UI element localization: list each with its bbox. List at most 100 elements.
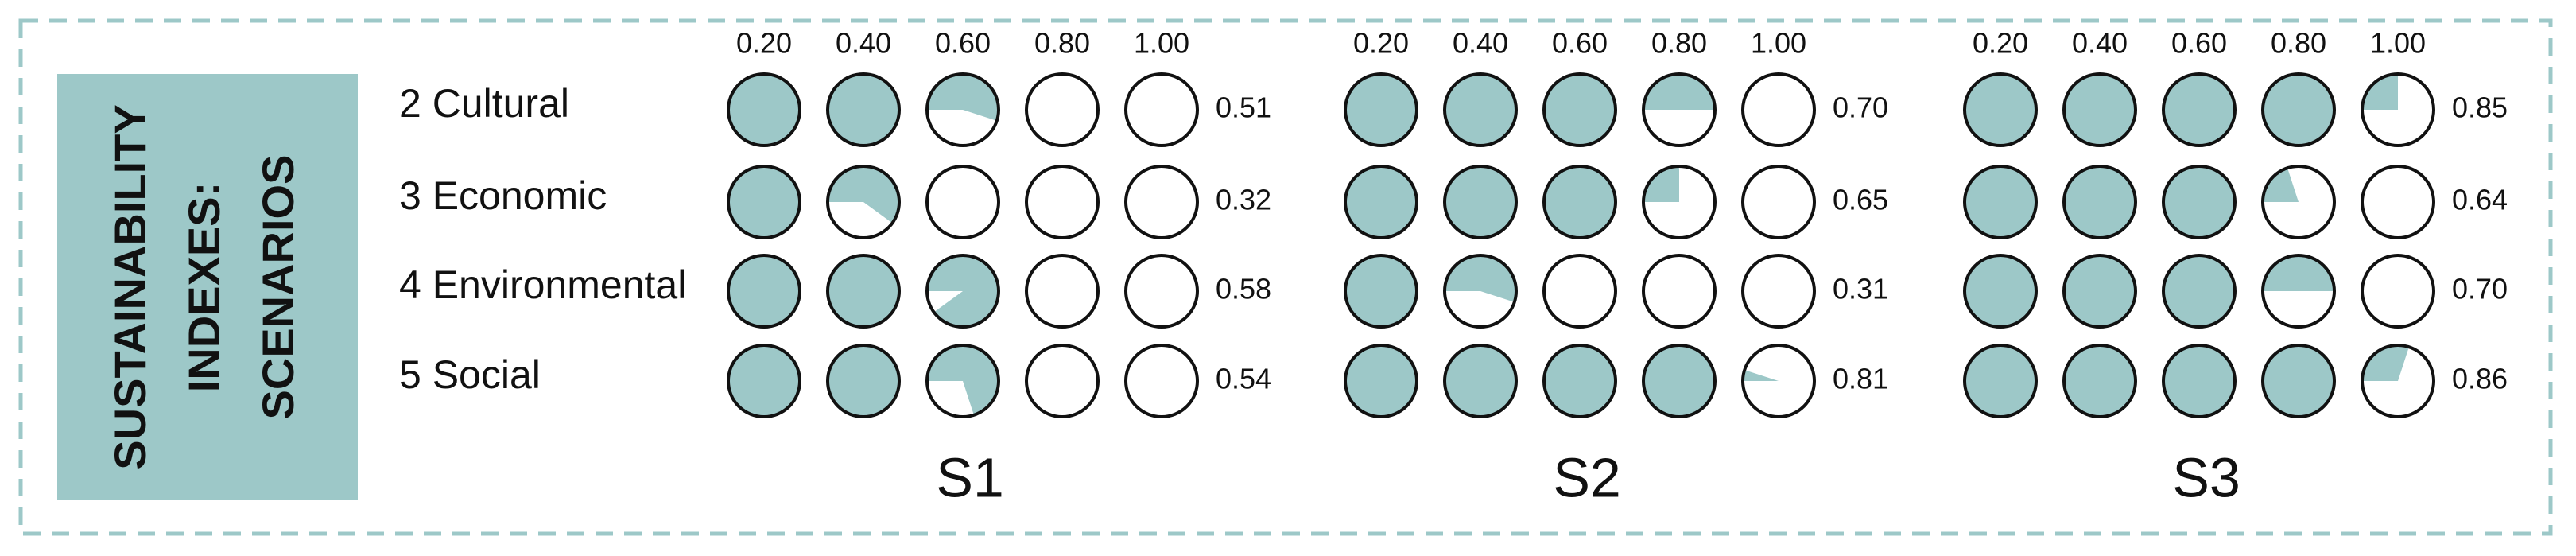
row-label: 2 Cultural	[399, 81, 569, 126]
ball-fill	[2163, 74, 2235, 146]
ball-outline	[1642, 344, 1717, 418]
ball-outline	[1741, 72, 1816, 147]
ball-fill	[828, 74, 899, 146]
column-label: 0.20	[736, 27, 792, 60]
ball-outline	[2162, 165, 2237, 239]
ball-outline	[727, 165, 801, 239]
title-line: SUSTAINABILITY	[105, 104, 155, 469]
column-label: 0.80	[2271, 27, 2326, 60]
ball-fill	[1643, 345, 1715, 417]
ball-outline	[1124, 72, 1199, 147]
ball-fill	[2064, 345, 2136, 417]
ball-fill	[2163, 166, 2235, 238]
value-label: 0.70	[2452, 273, 2508, 305]
ball-outline	[1963, 72, 2038, 147]
column-label: 1.00	[2370, 27, 2426, 60]
ball-fill	[1445, 166, 1516, 238]
ball-fill	[1445, 255, 1516, 302]
ball-background	[1743, 166, 1814, 238]
ball-outline	[727, 254, 801, 329]
ball-fill	[2263, 74, 2334, 146]
ball-fill	[828, 166, 899, 224]
ball-outline	[2361, 165, 2435, 239]
scenario-label: S2	[1553, 446, 1621, 508]
ball-fill	[1965, 166, 2036, 238]
frame	[18, 18, 2553, 536]
ball-fill	[828, 345, 899, 417]
column-label: 0.40	[836, 27, 891, 60]
column-label: 1.00	[1134, 27, 1189, 60]
value-label: 0.32	[1216, 184, 1271, 216]
ball-outline	[2062, 254, 2137, 329]
ball-fill	[927, 255, 999, 328]
ball-outline	[925, 254, 1000, 329]
column-label: 0.60	[2171, 27, 2227, 60]
ball-fill	[1345, 345, 1417, 417]
value-label: 0.31	[1833, 273, 1888, 305]
ball-outline	[1642, 72, 1717, 147]
ball-outline	[1443, 72, 1518, 147]
ball-outline	[1542, 72, 1617, 147]
ball-background	[927, 166, 999, 238]
ball-outline	[1344, 165, 1418, 239]
ball-fill	[1965, 255, 2036, 327]
ball-background	[1026, 166, 1098, 238]
ball-outline	[826, 344, 901, 418]
ball-outline	[2162, 72, 2237, 147]
ball-fill	[2064, 255, 2136, 327]
ball-fill	[1445, 74, 1516, 146]
column-label: 0.80	[1034, 27, 1090, 60]
ball-fill	[1544, 74, 1616, 146]
ball-background	[1026, 345, 1098, 417]
ball-outline	[1443, 344, 1518, 418]
ball-fill	[1544, 166, 1616, 238]
ball-outline	[925, 344, 1000, 418]
ball-fill	[2362, 74, 2398, 110]
ball-fill	[1965, 345, 2036, 417]
ball-fill	[927, 344, 999, 415]
ball-outline	[2162, 344, 2237, 418]
column-label: 1.00	[1751, 27, 1806, 60]
value-label: 0.86	[2452, 363, 2508, 395]
value-label: 0.85	[2452, 91, 2508, 124]
ball-fill	[2163, 345, 2235, 417]
ball-outline	[1025, 254, 1100, 329]
ball-background	[1126, 255, 1197, 327]
value-label: 0.58	[1216, 273, 1271, 305]
ball-fill	[828, 255, 899, 327]
title-line: SCENARIOS	[253, 155, 303, 420]
ball-fill	[1643, 166, 1679, 202]
ball-outline	[2162, 254, 2237, 329]
ball-outline	[826, 254, 901, 329]
ball-outline	[1741, 165, 1816, 239]
title-box	[57, 74, 358, 500]
ball-fill	[2263, 255, 2334, 291]
value-label: 0.54	[1216, 363, 1271, 395]
value-label: 0.51	[1216, 91, 1271, 124]
ball-fill	[1743, 370, 1779, 381]
ball-fill	[2362, 345, 2409, 381]
ball-outline	[1741, 254, 1816, 329]
ball-background	[1126, 345, 1197, 417]
ball-outline	[1642, 165, 1717, 239]
ball-background	[1743, 255, 1814, 327]
ball-fill	[728, 255, 800, 327]
ball-fill	[728, 166, 800, 238]
column-label: 0.20	[1973, 27, 2028, 60]
ball-fill	[2064, 166, 2136, 238]
ball-background	[1126, 74, 1197, 146]
ball-outline	[1344, 344, 1418, 418]
ball-fill	[2064, 74, 2136, 146]
ball-fill	[1643, 74, 1715, 110]
ball-background	[1126, 166, 1197, 238]
ball-outline	[1124, 254, 1199, 329]
ball-outline	[1443, 254, 1518, 329]
ball-outline	[2062, 72, 2137, 147]
ball-fill	[728, 345, 800, 417]
ball-outline	[1963, 254, 2038, 329]
ball-fill	[1445, 345, 1516, 417]
scenario-label: S3	[2172, 446, 2240, 508]
ball-outline	[925, 72, 1000, 147]
